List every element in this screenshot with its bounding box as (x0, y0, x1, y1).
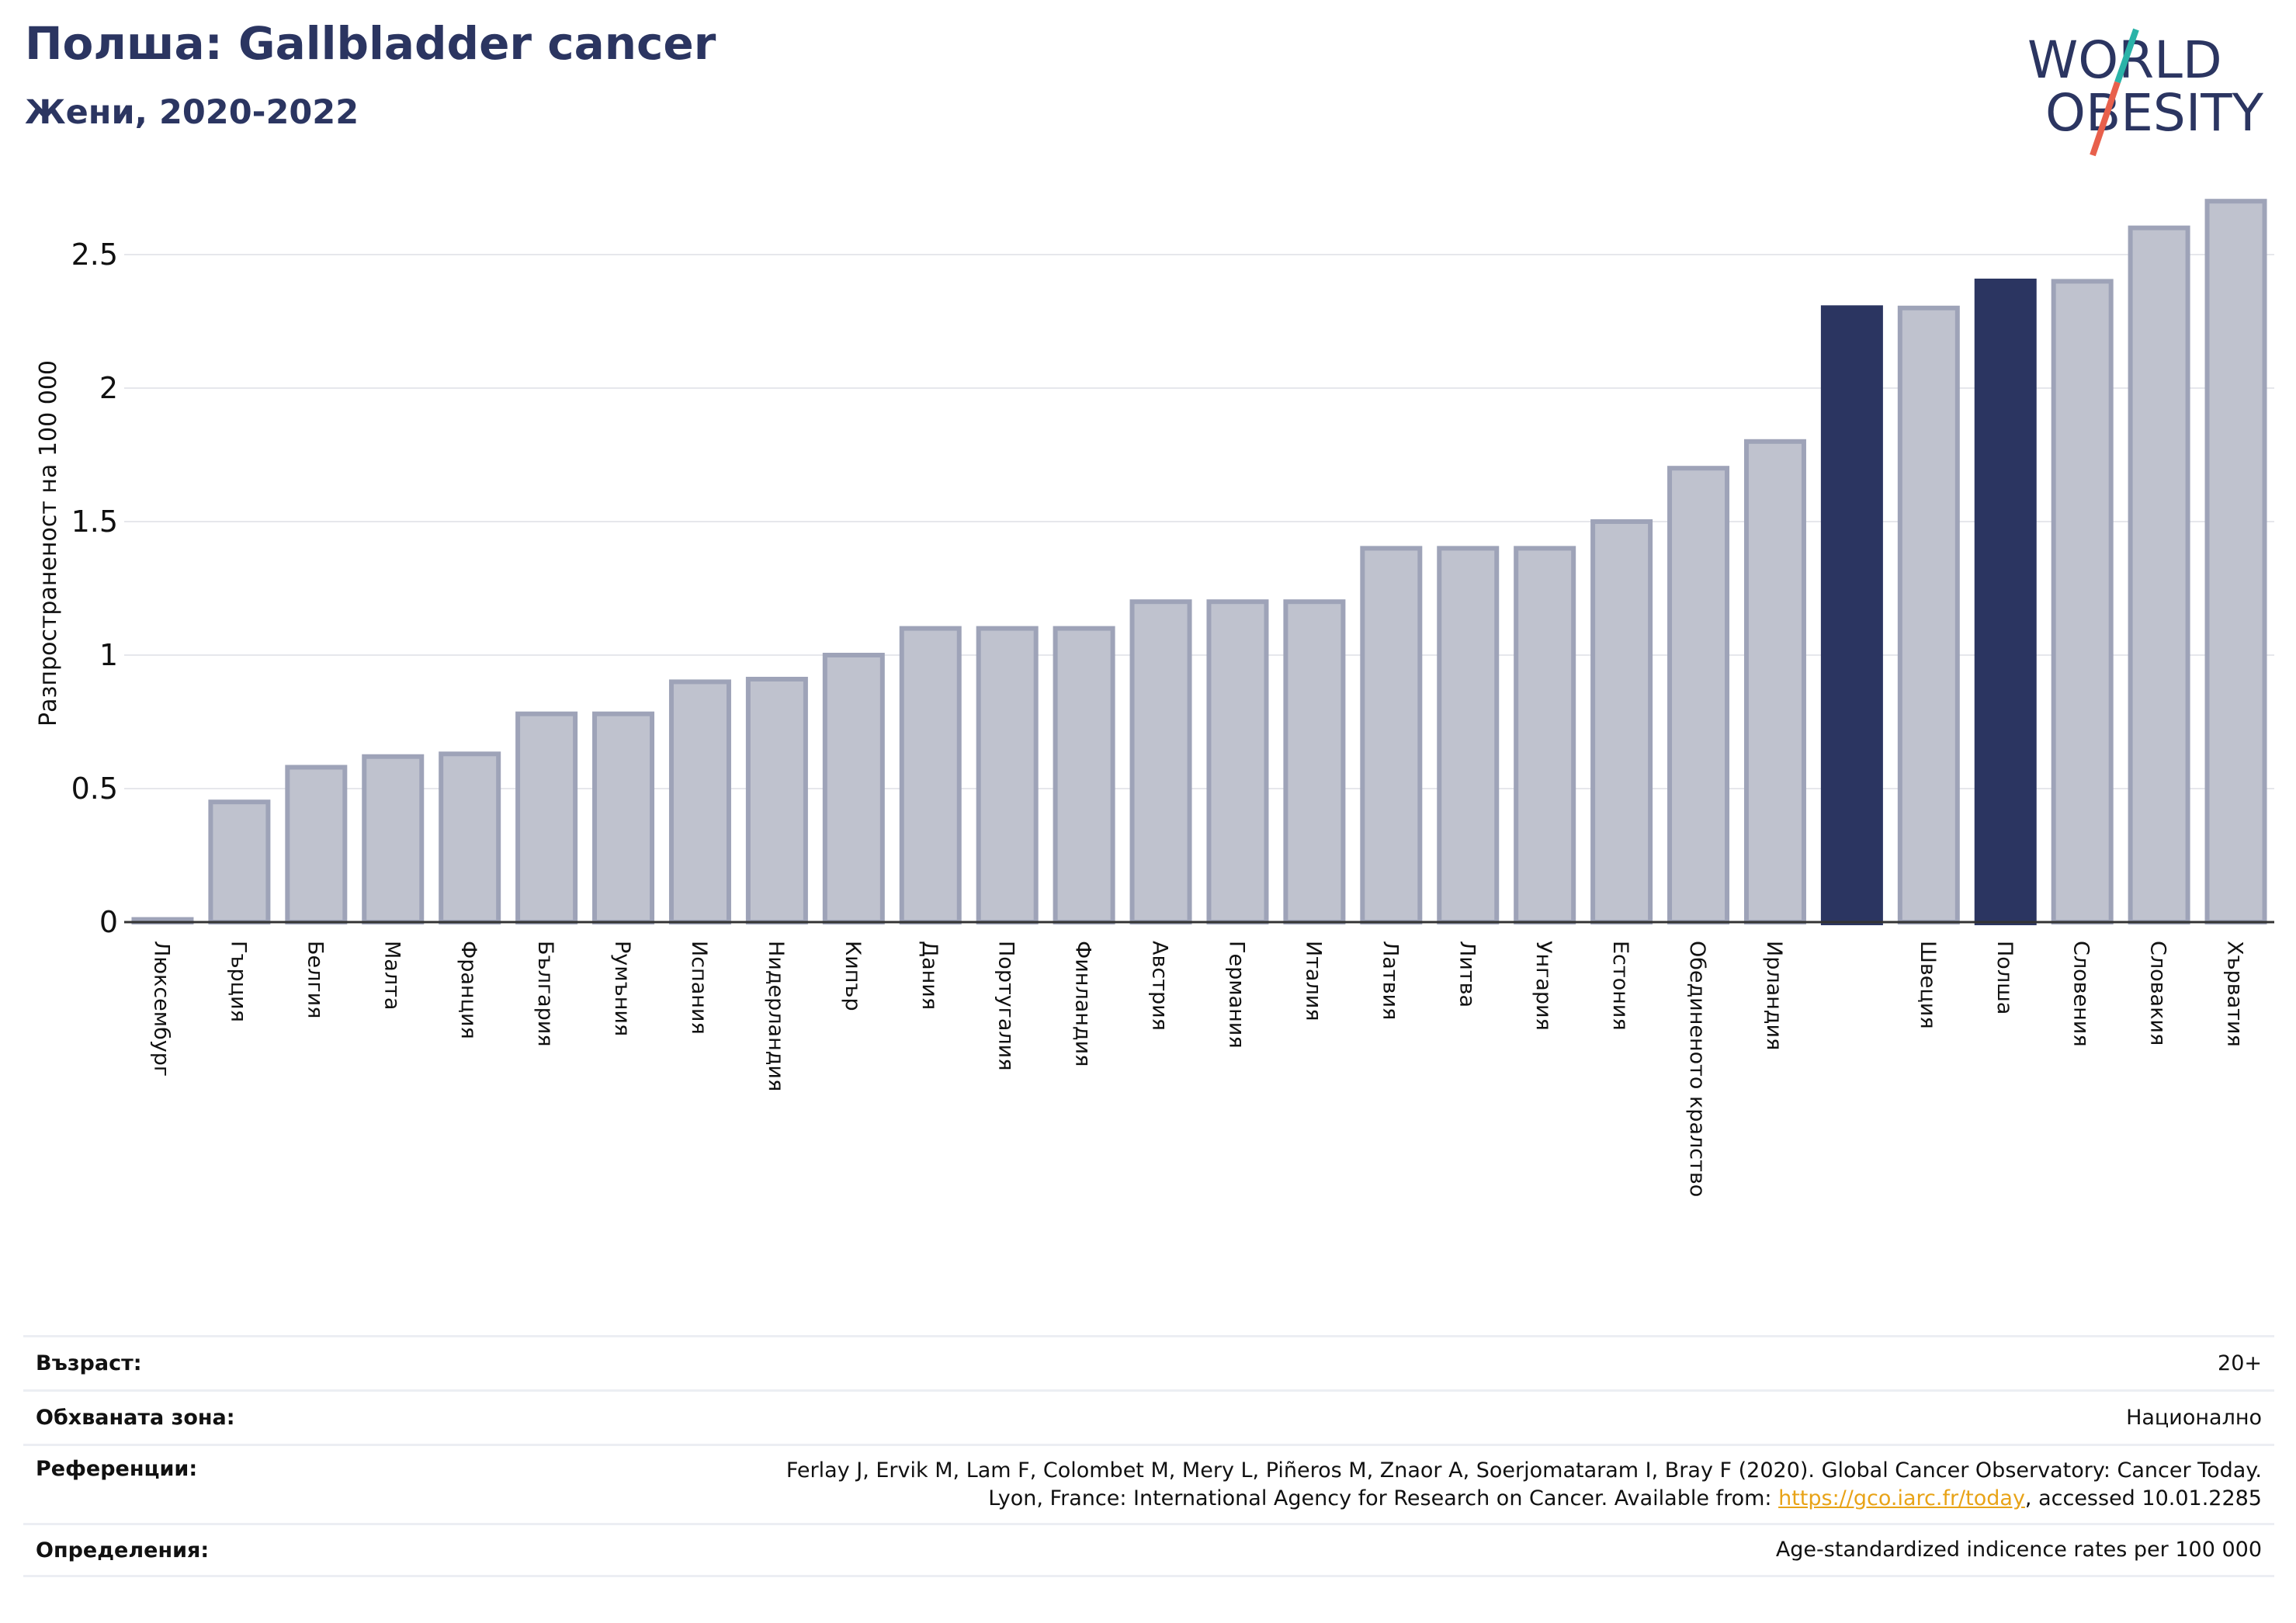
y-axis-label: Разпространеност на 100 000 (35, 360, 62, 727)
bar (1974, 278, 2037, 926)
page-subtitle: Жени, 2020-2022 (25, 93, 359, 132)
defs-value: Age-standardized indicence rates per 100… (1775, 1538, 2262, 1562)
info-row-area: Обхваната зона: Национално (23, 1389, 2274, 1444)
x-tick-label: Ирландия (1762, 941, 1786, 1050)
x-tick-labels: Люксембург Гърция Белгия Малта Франция Българ… (149, 941, 2246, 1197)
bar (1360, 546, 1423, 925)
y-tick-label: 0.5 (71, 772, 118, 806)
x-tick-label: Словакия (2146, 941, 2170, 1046)
bar (2204, 199, 2267, 924)
bar (1283, 599, 1346, 924)
bar (899, 626, 962, 924)
bar (208, 799, 271, 924)
bar (2051, 279, 2114, 924)
bar (822, 653, 885, 924)
bar (592, 711, 655, 924)
bar (668, 679, 731, 925)
info-table: Възраст: 20+ Обхваната зона: Национално … (23, 1335, 2274, 1577)
bar (1129, 599, 1192, 924)
bar (1820, 305, 1883, 925)
x-tick-label: Хърватия (2223, 941, 2247, 1047)
age-value: 20+ (2218, 1351, 2262, 1375)
bar (1590, 519, 1653, 924)
x-tick-label: Кипър (841, 941, 865, 1011)
y-tick-labels: 0 0.5 1 1.5 2 2.5 (71, 238, 118, 939)
bar (362, 754, 425, 924)
x-tick-label: Италия (1301, 941, 1325, 1021)
refs-label: Референции: (36, 1457, 198, 1481)
x-tick-label: Люксембург (149, 941, 173, 1077)
bar (1053, 626, 1115, 924)
x-tick-label: Унгария (1531, 941, 1556, 1031)
x-tick-label: Литва (1455, 941, 1479, 1007)
x-tick-label: Австрия (1148, 941, 1172, 1031)
bar (1206, 599, 1269, 924)
bar (1437, 546, 1500, 925)
bar (515, 711, 578, 924)
x-tick-label: Гърция (226, 941, 250, 1022)
x-tick-label: Швеция (1916, 941, 1940, 1029)
bar (745, 676, 808, 925)
x-tick-label: Дания (917, 941, 942, 1010)
bar (1743, 439, 1806, 924)
info-row-age: Възраст: 20+ (23, 1335, 2274, 1389)
refs-line1: Ferlay J, Ervik M, Lam F, Colombet M, Me… (786, 1458, 2262, 1483)
x-tick-label: Обединеното кралство (1685, 941, 1709, 1197)
x-tick-label: България (533, 941, 557, 1047)
age-label: Възраст: (36, 1351, 142, 1375)
info-row-defs: Определения: Age-standardized indicence … (23, 1523, 2274, 1577)
bar (976, 626, 1039, 924)
bar (2128, 225, 2190, 925)
x-tick-label: Германия (1224, 941, 1248, 1049)
refs-line2-pre: Lyon, France: International Agency for R… (988, 1486, 1779, 1510)
logo-slash-bottom (2090, 81, 2121, 157)
page-title: Полша: Gallbladder cancer (25, 17, 716, 70)
x-tick-label: Естония (1608, 941, 1632, 1031)
x-tick-label: Латвия (1378, 941, 1402, 1020)
x-tick-label: Белгия (303, 941, 327, 1018)
area-label: Обхваната зона: (36, 1406, 235, 1430)
refs-line2-post: , accessed 10.01.2285 (2024, 1486, 2262, 1510)
defs-label: Определения: (36, 1538, 210, 1562)
bar (1897, 305, 1960, 924)
x-tick-label: Португалия (994, 941, 1018, 1070)
y-tick-label: 1 (99, 638, 118, 672)
y-tick-label: 1.5 (71, 505, 118, 539)
x-tick-label: Нидерландия (764, 941, 788, 1091)
x-tick-label: Полша (1993, 941, 2017, 1014)
refs-link[interactable]: https://gco.iarc.fr/today (1778, 1486, 2025, 1510)
x-tick-label: Франция (456, 941, 480, 1039)
logo-line2: OBESITY (2045, 83, 2264, 143)
bar (1514, 546, 1576, 925)
x-tick-label: Словения (2069, 941, 2093, 1047)
bar (439, 751, 501, 925)
y-tick-label: 2 (99, 371, 118, 405)
info-row-refs: Референции: Ferlay J, Ervik M, Lam F, Co… (23, 1444, 2274, 1523)
y-tick-label: 0 (99, 905, 118, 939)
refs-value: Ferlay J, Ervik M, Lam F, Colombet M, Me… (786, 1457, 2262, 1513)
x-tick-label: Румъния (610, 941, 634, 1036)
bar (1667, 466, 1730, 924)
bars (131, 199, 2267, 926)
bar-chart: Люксембург Гърция Белгия Малта Франция Българ… (35, 199, 2274, 1197)
logo-slash-top (2114, 28, 2139, 84)
bar (285, 765, 348, 924)
x-tick-label: Испания (687, 941, 711, 1035)
world-obesity-logo: WORLD OBESITY (2027, 28, 2264, 157)
x-tick-label: Финландия (1071, 941, 1095, 1066)
area-value: Национално (2126, 1405, 2262, 1430)
x-tick-label: Малта (380, 941, 404, 1010)
y-tick-label: 2.5 (71, 238, 118, 272)
